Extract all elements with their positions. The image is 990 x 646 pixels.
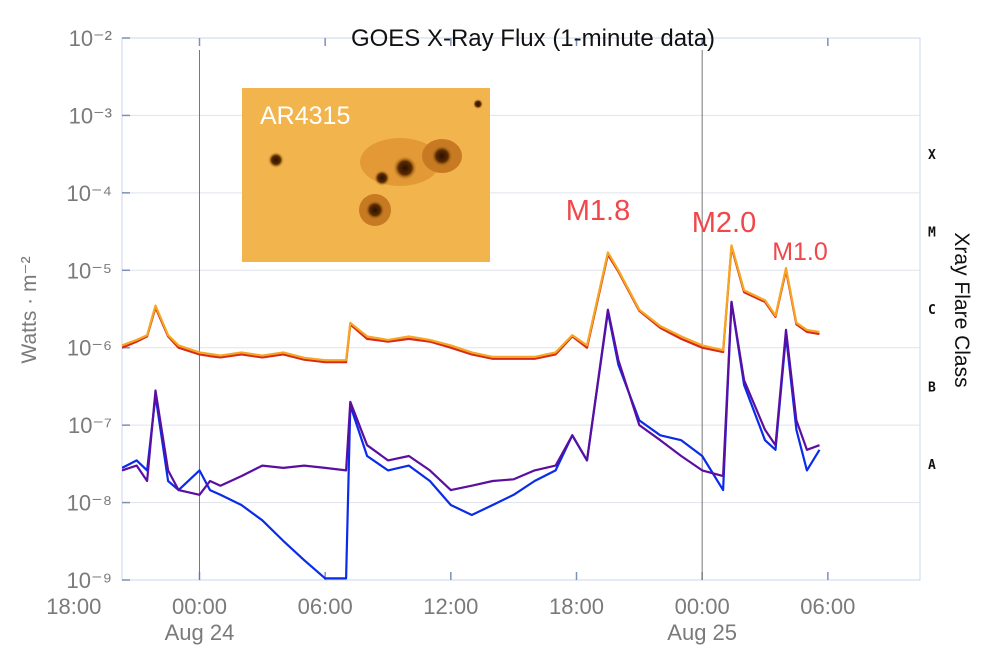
sunspot [431, 145, 453, 167]
y-axis-label: Watts · m⁻² [18, 256, 41, 363]
y-tick-label: 10⁻⁸ [67, 491, 112, 516]
y-tick-label: 10⁻⁹ [66, 568, 112, 593]
y-tick-label: 10⁻⁶ [67, 336, 112, 361]
date-label: Aug 25 [667, 620, 737, 645]
date-label: Aug 24 [165, 620, 235, 645]
x-tick-label: 18:00 [549, 594, 604, 619]
class-label: A [928, 458, 936, 473]
x-tick-label: 00:00 [172, 594, 227, 619]
sunspot [473, 99, 483, 109]
class-label: C [928, 303, 936, 318]
x-tick-label: 06:00 [800, 594, 855, 619]
y2-axis-label: Xray Flare Class [950, 232, 973, 387]
x-tick-label: 00:00 [675, 594, 730, 619]
class-label: M [928, 226, 936, 241]
series-line [122, 300, 820, 496]
chart-title: GOES X-Ray Flux (1-minute data) [351, 25, 715, 52]
sunspot [365, 200, 385, 220]
series-group [122, 244, 821, 580]
sunspot [374, 170, 390, 186]
class-label: X [928, 148, 936, 163]
y-tick-label: 10⁻⁷ [68, 413, 112, 438]
inset-image: AR4315 [242, 88, 490, 262]
x-tick-label: 18:00 [46, 594, 101, 619]
sunspot [393, 156, 417, 180]
flare-annotation: M1.8 [566, 195, 630, 227]
y-tick-label: 10⁻³ [69, 103, 112, 128]
y-tick-label: 10⁻⁵ [67, 258, 112, 283]
x-tick-label: 12:00 [423, 594, 478, 619]
flare-annotation: M1.0 [772, 238, 828, 266]
flare-annotation: M2.0 [692, 207, 756, 239]
plot-area [121, 37, 921, 581]
inset-label: AR4315 [260, 102, 350, 130]
inset-background [242, 88, 490, 262]
series-line [122, 244, 820, 362]
sunspot [268, 152, 284, 168]
x-tick-label: 06:00 [298, 594, 353, 619]
class-label: B [928, 380, 936, 395]
y-tick-label: 10⁻² [69, 26, 112, 51]
y-tick-label: 10⁻⁴ [66, 181, 112, 206]
